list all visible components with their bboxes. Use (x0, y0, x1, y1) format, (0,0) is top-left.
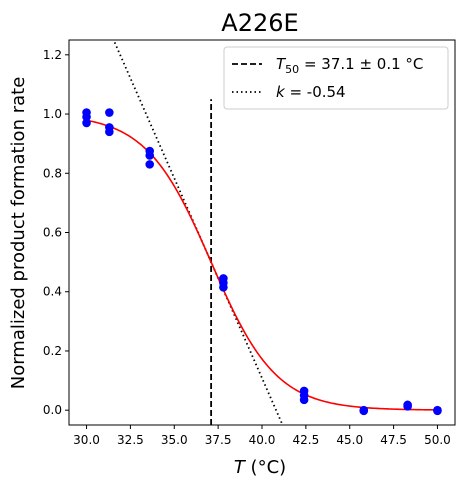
x-axis-label-unit: (°C) (245, 457, 286, 478)
y-tick-label: 1.2 (43, 48, 62, 62)
legend-label-symbol: T (276, 55, 287, 73)
data-point (105, 127, 114, 137)
legend-box (223, 46, 449, 110)
data-point (219, 282, 228, 292)
legend-label: T50 = 37.1 ± 0.1 °C (276, 55, 423, 76)
legend-label-text: = 37.1 ± 0.1 °C (299, 55, 423, 73)
legend-label-text: = -0.54 (285, 83, 346, 101)
data-point (82, 112, 91, 122)
legend-label-subscript: 50 (285, 63, 299, 76)
x-tick-label: 42.5 (293, 433, 320, 447)
x-axis-label-symbol: T (234, 457, 247, 478)
x-tick-label: 45.0 (336, 433, 363, 447)
x-tick-label: 50.0 (424, 433, 451, 447)
chart-title: A226E (221, 9, 298, 37)
x-tick-label: 30.0 (73, 433, 100, 447)
slope-line (112, 40, 284, 425)
data-point (145, 151, 155, 160)
plot-content (82, 40, 442, 425)
data-point (403, 402, 412, 411)
y-tick-label: 0.4 (43, 285, 62, 299)
fit-curve (86, 119, 438, 411)
data-point (359, 406, 369, 416)
data-point (82, 118, 91, 128)
plot-area: 30.0 32.5 35.0 37.5 40.0 42.5 45.0 47.5 50.0 0.0 0… (43, 39, 456, 447)
legend-label-symbol: k (276, 83, 286, 101)
y-tick-label: 0.2 (43, 344, 62, 358)
data-point (299, 395, 309, 405)
y-tick-label: 1.0 (43, 107, 62, 121)
x-tick-label: 40.0 (249, 433, 276, 447)
data-point (105, 108, 114, 117)
y-tick-label: 0.6 (43, 226, 62, 240)
y-tick-label: 0.0 (43, 403, 62, 417)
x-tick-label: 37.5 (205, 433, 232, 447)
x-tick-label: 35.0 (161, 433, 188, 447)
x-tick-label: 32.5 (117, 433, 144, 447)
data-point (433, 406, 442, 416)
legend: T50 = 37.1 ± 0.1 °C k = -0.54 (223, 46, 449, 110)
legend-label: k = -0.54 (276, 83, 346, 101)
x-tick-label: 47.5 (380, 433, 407, 447)
y-tick-label: 0.8 (43, 166, 62, 180)
data-point (145, 160, 155, 169)
x-axis-label: T (°C) (234, 457, 286, 478)
y-axis-label: Normalized product formation rate (8, 77, 29, 390)
